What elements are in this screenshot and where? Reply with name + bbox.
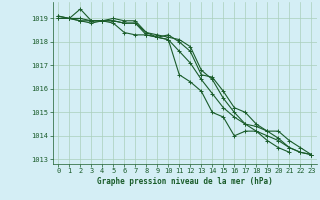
X-axis label: Graphe pression niveau de la mer (hPa): Graphe pression niveau de la mer (hPa) <box>97 177 273 186</box>
